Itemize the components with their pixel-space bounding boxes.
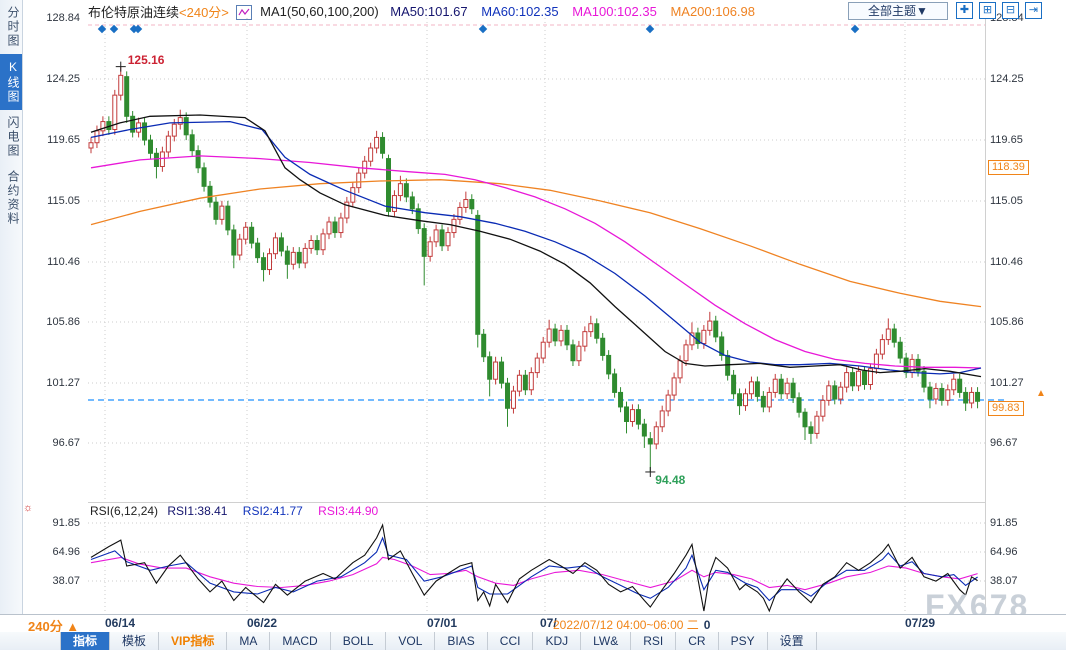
date-label-07-: 07/ [540, 616, 557, 630]
toolbar-item-VIP指标[interactable]: VIP指标 [159, 632, 228, 650]
toolbar-item-PSY[interactable]: PSY [719, 632, 768, 650]
ma100-value: MA100:102.35 [572, 4, 657, 19]
toolbar-item-MA[interactable]: MA [227, 632, 271, 650]
time-axis-row: 240分 ▲ 06/14 06/22 07/01 07/07/29 2022/07/1… [0, 614, 1066, 634]
sidebar-item-2[interactable]: K线图 [0, 54, 22, 110]
toolbar-item-设置[interactable]: 设置 [768, 632, 817, 650]
y-axis-label: 101.27 [990, 377, 1024, 389]
y-axis-label: 64.96 [990, 546, 1018, 558]
date-label-07-01: 07/01 [427, 616, 458, 630]
interval-tag[interactable]: <240分> [179, 5, 229, 20]
indicator-settings-sun-icon[interactable]: ☼ [23, 502, 34, 514]
date-label-06-22: 06/22 [247, 616, 278, 630]
indicator-toolbar: 指标 模板 VIP指标 MA MACD BOLL VOL BIAS CCI KDJ LW& RSI CR… [0, 632, 1066, 650]
interval-selector[interactable]: 240分 ▲ [28, 619, 80, 634]
toolbar-item-LW&[interactable]: LW& [581, 632, 632, 650]
ma-group-label: MA1(50,60,100,200) [260, 4, 379, 19]
price-tag-118.39: 118.39 [988, 160, 1029, 175]
toolbar-item-指标[interactable]: 指标 [60, 632, 111, 650]
rsi3-value: RSI3:44.90 [318, 504, 379, 518]
y-axis-label: 38.07 [990, 575, 1018, 587]
layout-left-icon[interactable]: ⊞ [979, 2, 996, 19]
toolbar-item-RSI[interactable]: RSI [631, 632, 677, 650]
y-axis-label: 110.46 [990, 256, 1023, 268]
symbol-name: 布伦特原油连续 [88, 5, 180, 20]
y-axis-label: 119.65 [990, 134, 1023, 146]
date-label-06-14: 06/14 [105, 616, 136, 630]
high-price-annotation: 125.16 [127, 52, 165, 67]
y-axis-label: 124.25 [46, 73, 80, 85]
toolbar-item-CCI[interactable]: CCI [488, 632, 534, 650]
axis-divider [985, 18, 986, 613]
layout-right-icon[interactable]: ⊟ [1002, 2, 1019, 19]
y-axis-label: 38.07 [52, 575, 80, 587]
toolbar-item-CR[interactable]: CR [676, 632, 719, 650]
toolbar-item-BIAS[interactable]: BIAS [435, 632, 488, 650]
y-axis-label: 96.67 [990, 437, 1018, 449]
toolbar-item-KDJ[interactable]: KDJ [533, 632, 582, 650]
move-cross-icon[interactable]: ✚ [956, 2, 973, 19]
price-tag-99.83: 99.83 [988, 401, 1024, 416]
sidebar-item-1[interactable]: 分时图 [6, 6, 20, 48]
bar-volume: 0 [703, 618, 711, 632]
chart-title-bar: 布伦特原油连续<240分> MA1(50,60,100,200) MA50:10… [88, 2, 755, 20]
y-axis-label: 105.86 [990, 316, 1024, 328]
y-axis-label: 128.84 [46, 12, 80, 24]
y-axis-label: 124.25 [990, 73, 1024, 85]
rsi-params: RSI(6,12,24) [90, 504, 159, 518]
y-axis-label: 64.96 [52, 546, 80, 558]
y-axis-label: 119.65 [47, 134, 80, 146]
sidebar-item-4[interactable]: 合约资料 [6, 170, 20, 226]
y-axis-label: 105.86 [46, 316, 80, 328]
ma60-value: MA60:102.35 [481, 4, 559, 19]
y-axis-label: 91.85 [52, 517, 80, 529]
toolbar-item-模板[interactable]: 模板 [110, 632, 160, 650]
ma50-value: MA50:101.67 [390, 4, 468, 19]
toolbar-item-MACD[interactable]: MACD [270, 632, 331, 650]
y-axis-label: 110.46 [47, 256, 80, 268]
bar-datetime: 2022/07/12 04:00~06:00 二 [553, 618, 699, 632]
line-chart-icon[interactable] [235, 5, 252, 20]
pop-out-icon[interactable]: ⇥ [1025, 2, 1042, 19]
y-axis-label: 101.27 [46, 377, 80, 389]
sidebar-item-3[interactable]: 闪电图 [6, 116, 20, 158]
rsi1-value: RSI1:38.41 [167, 504, 228, 518]
toolbar-item-VOL[interactable]: VOL [386, 632, 436, 650]
y-axis-label: 115.05 [47, 195, 80, 207]
rsi-legend: RSI(6,12,24) RSI1:38.41 RSI2:41.77 RSI3:… [90, 504, 379, 518]
date-label-07-29: 07/29 [905, 616, 936, 630]
y-axis-label: 91.85 [990, 517, 1018, 529]
low-price-annotation: 94.48 [655, 472, 686, 487]
rsi2-value: RSI2:41.77 [242, 504, 303, 518]
y-axis-label: 96.67 [52, 437, 80, 449]
toolbar-item-BOLL[interactable]: BOLL [331, 632, 387, 650]
y-axis-label: 115.05 [990, 195, 1023, 207]
theme-selector-button[interactable]: 全部主题▼ [848, 2, 948, 20]
chart-type-sidebar: 分时图 K线图闪电图合约资料 [0, 0, 23, 615]
bar-status-text: 2022/07/12 04:00~06:00 二 0 [553, 616, 710, 633]
panel-divider [88, 502, 985, 503]
price-up-arrow-icon: ▲ [1036, 388, 1046, 399]
ma200-value: MA200:106.98 [670, 4, 756, 19]
